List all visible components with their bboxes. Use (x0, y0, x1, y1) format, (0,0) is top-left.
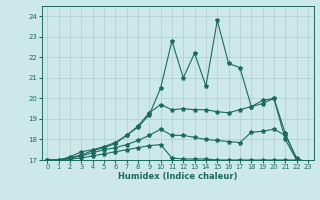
X-axis label: Humidex (Indice chaleur): Humidex (Indice chaleur) (118, 172, 237, 181)
